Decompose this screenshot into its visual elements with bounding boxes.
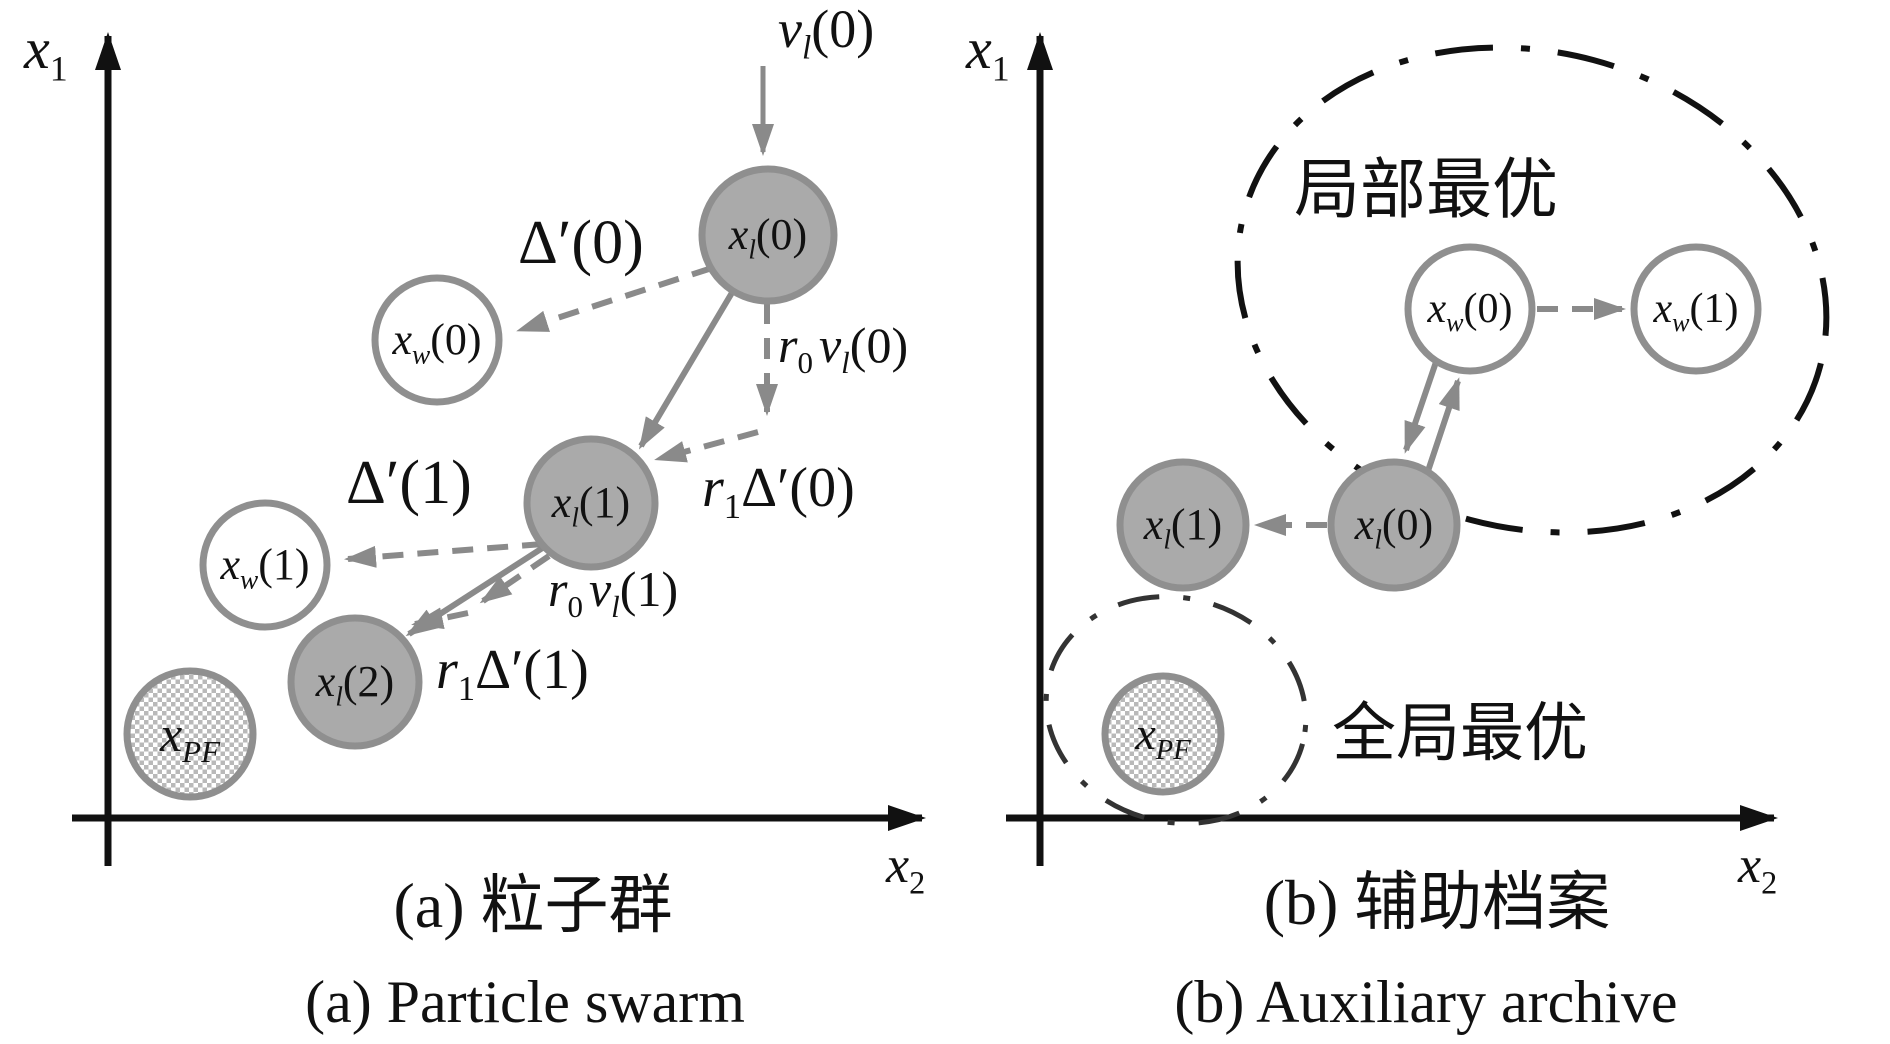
arrow-b-xw0-to-xl0 bbox=[1403, 361, 1439, 454]
node-a-xl0 bbox=[698, 165, 838, 305]
panel-a-x-axis-label: x2 bbox=[886, 837, 926, 901]
node-label-b-xl0: xl(0) bbox=[1354, 500, 1434, 555]
ellipse-global-best bbox=[1043, 594, 1309, 826]
label-global-best: 全局最优 bbox=[1332, 698, 1588, 769]
panel-b bbox=[1006, 32, 1830, 866]
node-a-xw1 bbox=[199, 499, 331, 631]
node-label-a-xw1: xw(1) bbox=[220, 540, 310, 595]
panel-b-x-axis-label: x2 bbox=[1738, 837, 1778, 901]
node-b-xw1 bbox=[1630, 243, 1762, 375]
panel-b-caption-zh: (b) 辅助档案 bbox=[1263, 867, 1611, 938]
node-label-a-xl1: xl(1) bbox=[551, 478, 631, 533]
node-b-xw0 bbox=[1404, 243, 1536, 375]
panel-a-caption-zh: (a) 粒子群 bbox=[393, 870, 673, 941]
panel-a-y-axis-label: x1 bbox=[24, 16, 68, 89]
node-a-xw0 bbox=[371, 274, 503, 406]
node-label-a-xl0: xl(0) bbox=[728, 210, 808, 265]
arrow-b-xl0-to-xw0 bbox=[1425, 377, 1461, 472]
node-label-b-xl1: xl(1) bbox=[1143, 500, 1223, 555]
label-r1delta1: r1Δ′(1) bbox=[436, 639, 589, 709]
label-r1delta0: r1Δ′(0) bbox=[702, 457, 855, 527]
node-a-xl1 bbox=[523, 435, 659, 571]
node-a-xl2 bbox=[287, 614, 423, 750]
node-b-xpf bbox=[1101, 672, 1225, 796]
label-r0vl0: r0 vl(0) bbox=[778, 317, 909, 380]
node-b-xl0 bbox=[1327, 458, 1461, 592]
node-b-xl1 bbox=[1116, 458, 1250, 592]
arrow-r0vl1-dashed bbox=[479, 553, 551, 604]
node-label-a-xpf: xPF bbox=[159, 706, 221, 769]
label-delta0: Δ′(0) bbox=[518, 209, 644, 277]
panel-a-caption-en: (a) Particle swarm bbox=[305, 969, 745, 1035]
node-label-b-xw1: xw(1) bbox=[1653, 286, 1739, 338]
label-local-best: 局部最优 bbox=[1294, 154, 1558, 227]
panel-b-y-axis-label: x1 bbox=[966, 16, 1010, 89]
ellipse-local-best bbox=[1234, 44, 1830, 536]
panel-b-caption-en: (b) Auxiliary archive bbox=[1174, 969, 1678, 1035]
label-r0vl1: r0 vl(1) bbox=[548, 561, 679, 624]
node-label-b-xpf: xPF bbox=[1135, 708, 1191, 766]
label-delta1: Δ′(1) bbox=[346, 449, 472, 517]
label-vl0: vl(0) bbox=[778, 0, 875, 67]
node-a-xpf bbox=[123, 667, 257, 801]
node-label-b-xw0: xw(0) bbox=[1427, 286, 1513, 338]
node-label-a-xw0: xw(0) bbox=[392, 315, 482, 370]
panel-a bbox=[72, 32, 926, 866]
node-label-a-xl2: xl(2) bbox=[315, 657, 395, 712]
arrow-delta0-dashed bbox=[516, 265, 713, 333]
arrow-r1delta1-dashed bbox=[411, 607, 469, 630]
arrow-move-step0 bbox=[638, 289, 736, 450]
arrow-r1delta0-dashed bbox=[654, 429, 759, 463]
arrow-delta1-dashed bbox=[344, 541, 544, 568]
